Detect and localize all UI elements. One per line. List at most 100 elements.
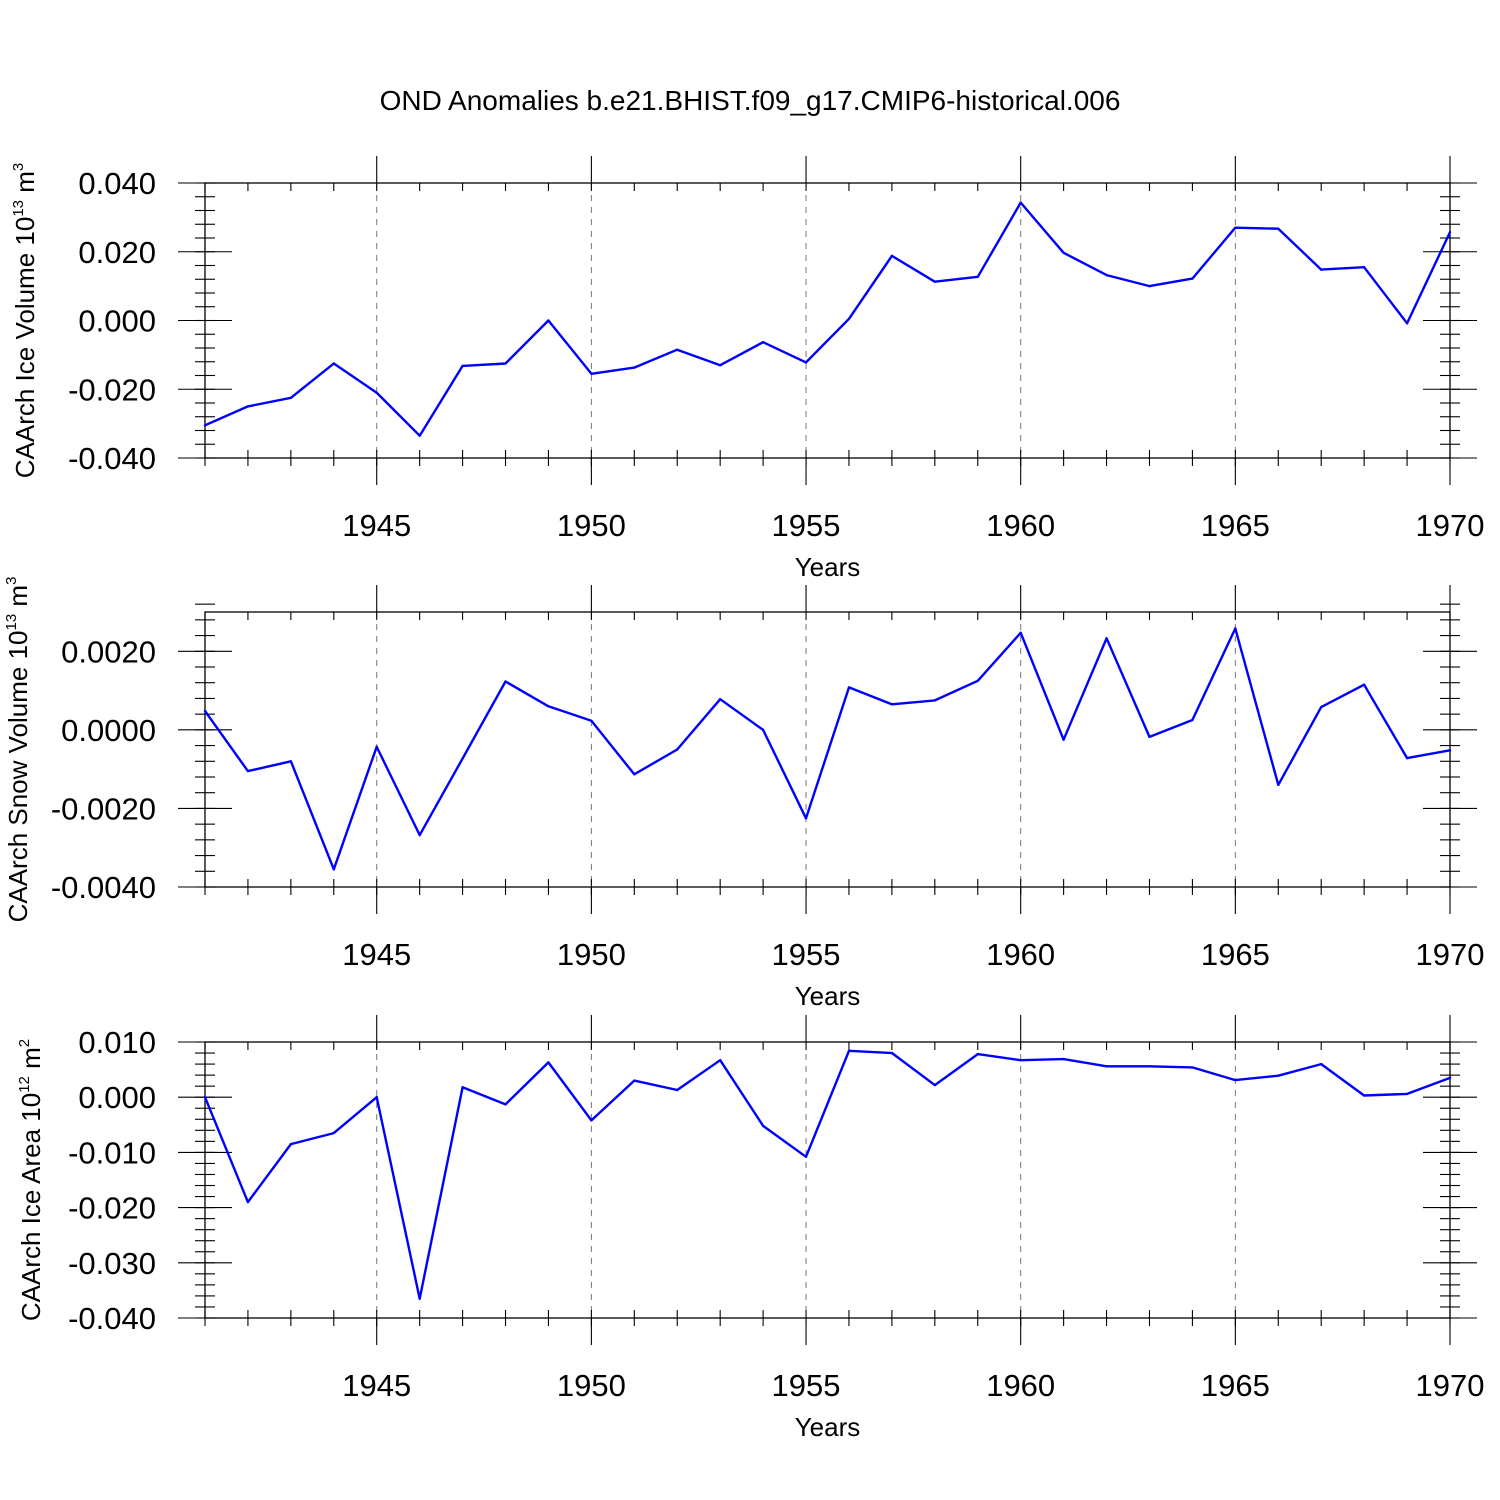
data-point (203, 709, 207, 713)
data-point (461, 757, 464, 760)
x-tick-label: 1950 (557, 937, 626, 972)
data-series-line (204, 627, 1451, 871)
data-point (1277, 783, 1280, 787)
data-point (1320, 705, 1323, 709)
data-point (332, 1131, 335, 1135)
data-point (418, 833, 421, 837)
data-point (1191, 718, 1194, 722)
data-point (289, 760, 293, 763)
data-point (804, 817, 808, 820)
data-point (633, 773, 636, 776)
y-axis-label-unit-exponent: 3 (10, 163, 27, 171)
data-point (1191, 277, 1194, 280)
data-point (1405, 1092, 1409, 1096)
y-tick-label: -0.0040 (51, 870, 156, 905)
data-point (1019, 631, 1022, 635)
data-point (1320, 1062, 1323, 1066)
y-axis-label-unit-exponent: 2 (16, 1039, 33, 1047)
y-tick-label: 0.000 (78, 1080, 156, 1115)
data-point (718, 1059, 722, 1062)
x-tick-label: 1945 (342, 1368, 411, 1403)
y-axis-label-unit: m (10, 171, 40, 200)
data-point (761, 1124, 765, 1128)
data-point (246, 769, 250, 773)
data-point (1362, 266, 1366, 269)
data-point (1105, 273, 1108, 277)
data-series-line (203, 1049, 1451, 1300)
data-point (847, 1049, 851, 1053)
data-point (804, 361, 808, 364)
y-tick-label: -0.030 (68, 1246, 156, 1281)
y-axis-label-unit: m (16, 1047, 46, 1076)
data-point (1234, 1078, 1237, 1082)
data-point (203, 424, 207, 427)
y-axis-label-exponent: 13 (3, 614, 20, 631)
data-point (1277, 1074, 1280, 1077)
y-tick-label: -0.040 (68, 1301, 156, 1336)
data-point (1277, 227, 1280, 230)
data-point (1362, 683, 1366, 686)
data-point (1234, 627, 1237, 630)
data-point (1448, 1076, 1452, 1080)
x-tick-label: 1945 (342, 937, 411, 972)
y-axis-label-text: CAArch Snow Volume 10 (3, 630, 33, 922)
y-tick-label: 0.0000 (61, 713, 156, 748)
data-point (504, 1103, 507, 1106)
y-tick-label: 0.010 (78, 1025, 156, 1060)
data-point (1320, 268, 1323, 271)
data-point (976, 275, 979, 279)
data-point (890, 254, 894, 258)
data-point (1148, 284, 1151, 288)
panel-ice-volume: 1945 1950 1955 1960 1965 1970 -0.040 -0.020 0.00… (10, 156, 1484, 582)
data-point (1062, 738, 1065, 741)
data-point (1234, 226, 1237, 229)
data-point (375, 391, 378, 394)
data-point (590, 372, 593, 375)
x-tick-label: 1965 (1201, 508, 1270, 543)
data-point (761, 728, 765, 732)
data-point (1062, 1057, 1065, 1061)
data-point (461, 1086, 464, 1089)
x-tick-label: 1970 (1416, 1368, 1485, 1403)
y-tick-label: 0.000 (78, 304, 156, 339)
data-point (1448, 749, 1452, 752)
data-point (375, 745, 378, 748)
x-tick-label: 1955 (772, 508, 841, 543)
y-tick-label: -0.040 (68, 441, 156, 476)
data-point (547, 705, 550, 708)
data-point (418, 434, 421, 437)
y-tick-label: 0.0020 (61, 634, 156, 669)
data-series-line (204, 201, 1452, 437)
data-point (933, 1083, 937, 1087)
x-axis-label: Years (795, 1412, 861, 1442)
panel-snow-volume: 1945 1950 1955 1960 1965 1970 -0.0040 -0.0020 0.… (3, 577, 1484, 1011)
y-axis-label-exponent: 13 (10, 200, 27, 217)
data-point (590, 1119, 593, 1122)
data-point (1062, 251, 1065, 254)
y-axis-label: CAArch Snow Volume 1013 m3 (3, 577, 33, 923)
data-point (847, 686, 851, 689)
x-tick-label: 1955 (772, 1368, 841, 1403)
data-point (676, 1088, 679, 1092)
data-point (890, 1051, 894, 1055)
data-point (246, 405, 250, 408)
x-tick-label: 1970 (1416, 508, 1485, 543)
x-axis-label: Years (795, 981, 861, 1011)
data-point (676, 748, 679, 751)
data-point (804, 1155, 808, 1159)
data-point (504, 362, 507, 365)
data-point (1405, 322, 1409, 325)
y-tick-label: 0.020 (78, 235, 156, 270)
y-axis-label-unit-exponent: 3 (3, 577, 20, 585)
data-point (504, 680, 507, 683)
panel-ice-area: 1945 1950 1955 1960 1965 1970 -0.040 -0.030 -0.0… (16, 1015, 1484, 1442)
data-point (1105, 637, 1108, 640)
data-point (332, 868, 335, 871)
y-axis-label-text: CAArch Ice Area 10 (16, 1093, 46, 1321)
data-point (1148, 735, 1151, 739)
x-tick-label: 1960 (986, 937, 1055, 972)
data-point (718, 698, 722, 701)
data-point (1148, 1065, 1151, 1068)
y-axis-label: CAArch Ice Volume 1013 m3 (10, 163, 40, 479)
